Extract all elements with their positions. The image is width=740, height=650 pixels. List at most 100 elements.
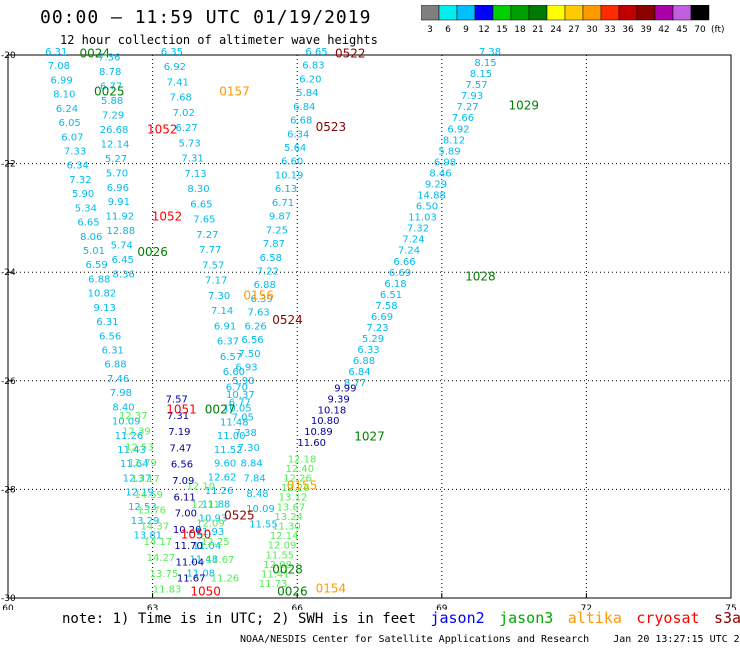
wave-height-value: 6.69 [371,312,393,323]
wave-height-value: 8.06 [80,232,102,243]
wave-height-value: 13.12 [279,493,308,504]
wave-height-value: 12.08 [263,560,292,571]
wave-height-value: 14.37 [140,521,169,532]
wave-height-value: 6.88 [88,274,110,285]
wave-height-value: 11.43 [117,445,146,456]
wave-height-value: 7.29 [102,110,124,121]
wave-height-value: 10.93 [199,513,228,524]
wave-height-value: 6.31 [102,345,124,356]
legend-jason2: jason2 [430,609,485,627]
wave-height-value: 10.20 [173,525,202,536]
wave-height-value: 7.93 [461,91,483,102]
wave-height-value: 6.98 [434,157,456,168]
wave-height-value: 7.23 [366,323,388,334]
pass-time-label: 0025 [94,85,125,99]
wave-height-value: 11.03 [408,213,437,224]
pass-time-label: 0156 [243,288,274,302]
wave-height-value: 7.50 [238,349,260,360]
pass-time-label: 1051 [166,402,197,416]
wave-height-value: 8.36 [113,270,135,281]
latitude-label: -28 [1,485,16,495]
wave-height-value: 5.88 [101,96,123,107]
wave-height-value: 12.37 [123,473,152,484]
wave-height-value: 8.15 [470,69,492,80]
pass-time-label: 0027 [205,402,236,416]
wave-height-value: 8.10 [53,90,75,101]
wave-height-value: 7.22 [257,266,279,277]
wave-height-value: 14.27 [147,553,176,564]
longitude-label: 75 [725,604,736,610]
wave-height-value: 7.38 [479,47,501,58]
wave-height-value: 13.75 [150,569,179,580]
wave-height-value: 14.88 [417,191,446,202]
latitude-label: -26 [1,377,16,387]
longitude-label: 63 [147,604,158,610]
wave-height-value: 6.58 [260,253,282,264]
wave-height-value: 10.89 [304,427,333,438]
wave-height-value: 8.84 [241,458,263,469]
wave-height-value: 11.48 [190,555,219,566]
wave-height-value: 11.92 [106,212,135,223]
color-swatch [690,5,710,21]
wave-height-value: 8.78 [99,67,121,78]
pass-time-label: 1050 [181,527,212,541]
wave-height-value: 6.05 [59,118,81,129]
wave-height-value: 6.88 [353,356,375,367]
wave-height-value: 6.91 [214,321,236,332]
wave-height-value: 6.31 [45,47,67,58]
wave-height-value: 7.31 [167,411,189,422]
wave-height-value: 5.64 [284,143,306,154]
wave-height-value: 7.58 [375,301,397,312]
wave-height-value: 11.26 [115,431,144,442]
longitude-label: 66 [291,604,303,610]
map-grid [7,54,732,599]
wave-height-value: 5.70 [106,168,128,179]
color-scale-label: 42 [658,25,669,35]
wave-height-value: 6.96 [107,183,129,194]
wave-height-value: 11.55 [265,550,294,561]
wave-height-value: 7.24 [402,235,424,246]
wave-height-value: 7.30 [238,443,260,454]
wave-height-value: 10.18 [318,405,347,416]
wave-height-value: 6.13 [275,184,297,195]
color-scale-label: 12 [478,25,489,35]
wave-height-value: 7.36 [98,52,120,63]
color-scale-label: 24 [550,25,562,35]
wave-height-value: 7.63 [248,308,270,319]
pass-time-label: 0028 [272,563,303,577]
wave-height-value: 6.33 [357,345,379,356]
wave-height-value: 12.19 [125,488,154,499]
wave-height-value: 7.77 [199,245,221,256]
wave-height-value: 6.60 [223,367,245,378]
wave-height-value: 8.40 [112,402,134,413]
wave-height-value: 11.04 [193,541,222,552]
wave-height-value: 11.55 [249,519,278,530]
wave-height-value: 6.45 [112,255,134,266]
wave-height-value: 7.65 [193,215,215,226]
wave-height-value: 11.83 [153,585,182,596]
wave-height-value: 5.90 [72,189,94,200]
wave-height-value: 11.60 [297,438,326,449]
wave-height-value: 7.08 [48,61,70,72]
wave-height-value: 6.50 [416,202,438,213]
wave-height-value: 6.69 [389,268,411,279]
page-title: 00:00 – 11:59 UTC 01/19/2019 [40,7,372,28]
wave-height-value: 7.09 [172,476,194,487]
wave-height-value: 6.18 [384,279,406,290]
color-scale-label: 70 [694,25,706,35]
wave-height-value: 11.67 [206,555,235,566]
wave-height-value: 11.04 [176,557,205,568]
pass-time-label: 0024 [79,47,110,61]
wave-height-value: 7.02 [173,108,195,119]
legend-altika: altika [567,609,622,627]
pass-time-label: 0026 [277,584,308,598]
wave-height-value: 7.13 [184,169,206,180]
wave-height-value: 11.52 [214,445,243,456]
color-scale-label: 39 [640,25,652,35]
pass-time-label: 0154 [316,582,347,596]
wave-height-value: 8.77 [344,378,366,389]
wave-height-value: 6.92 [447,124,469,135]
color-scale-label: 30 [586,25,598,35]
footer-date: Jan 20 13:27:15 UTC 2019 [613,634,740,645]
wave-height-map: 6.31 7.08 6.99 8.10 6.24 6.05 6.07 7.33 6.34 7.32… [1,47,737,610]
